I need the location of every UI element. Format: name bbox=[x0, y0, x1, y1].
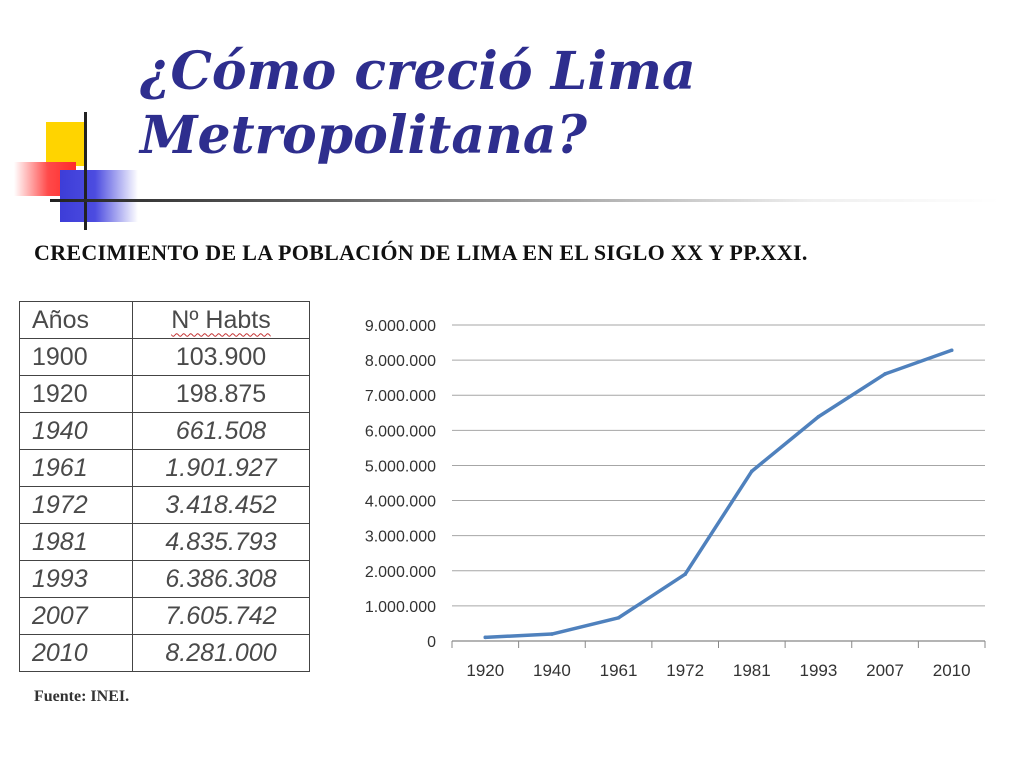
y-tick-label: 1.000.000 bbox=[365, 599, 436, 616]
x-axis bbox=[451, 640, 986, 648]
table-row: 2010 8.281.000 bbox=[19, 634, 310, 672]
table-row: 1993 6.386.308 bbox=[19, 560, 310, 598]
data-point bbox=[750, 469, 754, 474]
population-table: Años Nº Habts 1900 103.900 1920 198.875 … bbox=[19, 301, 310, 672]
data-point bbox=[616, 615, 621, 620]
y-tick-label: 0 bbox=[427, 634, 436, 651]
x-axis-tick-labels: 1920 1940 1961 1972 1981 1993 2007 2010 bbox=[466, 661, 970, 680]
cell-population: 4.835.793 bbox=[132, 523, 310, 561]
data-point bbox=[483, 635, 488, 640]
x-tick-label: 1920 bbox=[466, 661, 504, 680]
cell-population: 198.875 bbox=[132, 375, 310, 413]
chart-gridlines bbox=[452, 324, 985, 607]
x-tick-label: 1940 bbox=[533, 661, 571, 680]
cell-year: 1900 bbox=[19, 338, 133, 376]
cell-year: 1940 bbox=[19, 412, 133, 450]
table-row: 1981 4.835.793 bbox=[19, 523, 310, 561]
header-inhabitants: Nº Habts bbox=[132, 301, 310, 339]
header-years: Años bbox=[19, 301, 133, 339]
y-tick-label: 2.000.000 bbox=[365, 564, 436, 581]
y-tick-label: 3.000.000 bbox=[365, 529, 436, 546]
table-header-row: Años Nº Habts bbox=[19, 301, 310, 339]
y-tick-label: 5.000.000 bbox=[365, 458, 436, 475]
table-row: 1920 198.875 bbox=[19, 375, 310, 413]
series-line bbox=[483, 348, 954, 640]
cell-population: 6.386.308 bbox=[132, 560, 310, 598]
source-note: Fuente: INEI. bbox=[34, 688, 130, 705]
decor-blue-square bbox=[60, 170, 138, 222]
y-tick-label: 6.000.000 bbox=[365, 423, 436, 440]
cell-year: 1993 bbox=[19, 560, 133, 598]
cell-year: 1961 bbox=[19, 449, 133, 487]
cell-population: 103.900 bbox=[132, 338, 310, 376]
cell-year: 1920 bbox=[19, 375, 133, 413]
cell-year: 1972 bbox=[19, 486, 133, 524]
data-point bbox=[816, 414, 821, 419]
chart-heading: CRECIMIENTO DE LA POBLACIÓN DE LIMA EN E… bbox=[34, 240, 808, 265]
x-tick-label: 1972 bbox=[666, 661, 704, 680]
slide-title-line-1: ¿Cómo creció Lima bbox=[140, 41, 696, 102]
y-tick-label: 8.000.000 bbox=[365, 353, 436, 370]
chart-series bbox=[483, 348, 954, 640]
slide-title-line-2: Metropolitana? bbox=[140, 105, 587, 166]
table-row: 1961 1.901.927 bbox=[19, 449, 310, 487]
y-axis-tick-labels: 0 1.000.000 2.000.000 3.000.000 4.000.000 5.0… bbox=[365, 318, 436, 651]
cell-year: 2010 bbox=[19, 634, 133, 672]
decor-vertical-line bbox=[84, 112, 87, 230]
y-tick-label: 4.000.000 bbox=[365, 494, 436, 511]
data-point bbox=[550, 632, 554, 636]
header-inhabitants-label: Nº Habts bbox=[171, 305, 271, 334]
title-underline-rule bbox=[50, 199, 1000, 202]
x-tick-label: 1981 bbox=[733, 661, 771, 680]
cell-year: 2007 bbox=[19, 597, 133, 635]
cell-population: 7.605.742 bbox=[132, 597, 310, 635]
cell-population: 3.418.452 bbox=[132, 486, 310, 524]
data-point bbox=[883, 372, 887, 376]
data-point bbox=[949, 348, 954, 353]
cell-population: 1.901.927 bbox=[132, 449, 310, 487]
slide-title: ¿Cómo creció Lima Metropolitana? bbox=[140, 40, 696, 168]
table-row: 1972 3.418.452 bbox=[19, 486, 310, 524]
decor-yellow-square bbox=[46, 122, 86, 166]
y-tick-label: 9.000.000 bbox=[365, 318, 436, 335]
cell-population: 8.281.000 bbox=[132, 634, 310, 672]
x-tick-label: 2007 bbox=[866, 661, 904, 680]
cell-year: 1981 bbox=[19, 523, 133, 561]
data-point bbox=[683, 572, 687, 577]
y-tick-label: 7.000.000 bbox=[365, 388, 436, 405]
x-tick-label: 1961 bbox=[600, 661, 638, 680]
x-tick-label: 1993 bbox=[800, 661, 838, 680]
population-line-chart: 0 1.000.000 2.000.000 3.000.000 4.000.000 5.0… bbox=[365, 318, 986, 680]
x-tick-label: 2010 bbox=[933, 661, 971, 680]
table-row: 1940 661.508 bbox=[19, 412, 310, 450]
table-row: 1900 103.900 bbox=[19, 338, 310, 376]
table-row: 2007 7.605.742 bbox=[19, 597, 310, 635]
cell-population: 661.508 bbox=[132, 412, 310, 450]
